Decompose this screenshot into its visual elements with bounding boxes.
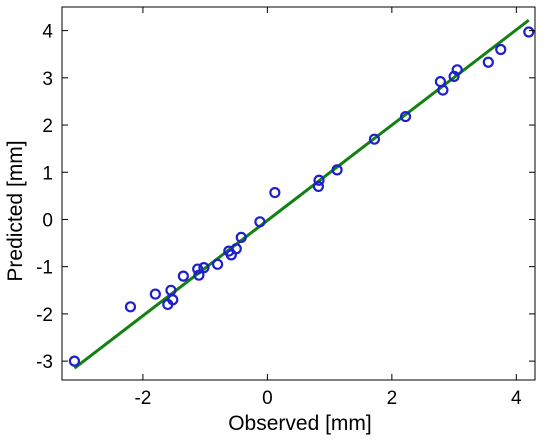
data-point bbox=[177, 270, 189, 282]
data-point bbox=[523, 26, 535, 38]
y-tick-label: 3 bbox=[42, 69, 53, 90]
data-point bbox=[198, 262, 210, 274]
y-axis-label: Predicted [mm] bbox=[4, 140, 27, 281]
x-tick-label: 0 bbox=[262, 388, 273, 409]
y-tick-label: -2 bbox=[36, 305, 53, 326]
data-point bbox=[211, 258, 224, 270]
data-point bbox=[437, 84, 449, 96]
data-point bbox=[192, 263, 204, 275]
fit-line bbox=[73, 19, 530, 370]
plot-area bbox=[68, 19, 535, 370]
y-tick-label: 1 bbox=[42, 163, 53, 184]
data-point bbox=[235, 231, 247, 244]
y-tick-label: 4 bbox=[42, 22, 53, 43]
axes-frame bbox=[61, 6, 536, 381]
x-axis-label: Observed [mm] bbox=[228, 412, 372, 435]
data-point bbox=[269, 186, 281, 199]
data-point bbox=[254, 216, 266, 228]
data-point bbox=[482, 56, 494, 68]
y-tick-label: -1 bbox=[36, 258, 53, 279]
y-tick-label: -3 bbox=[36, 352, 53, 373]
y-tick-label: 0 bbox=[42, 210, 53, 231]
data-point bbox=[368, 133, 381, 145]
data-point bbox=[399, 110, 412, 123]
data-point bbox=[313, 174, 325, 186]
y-tick-label: 2 bbox=[42, 116, 53, 137]
data-point bbox=[331, 164, 343, 176]
data-point bbox=[451, 64, 463, 76]
x-tick-label: -2 bbox=[134, 388, 151, 409]
data-point bbox=[230, 243, 242, 255]
data-point bbox=[193, 269, 205, 281]
x-tick-label: 2 bbox=[387, 388, 398, 409]
data-point bbox=[495, 43, 507, 56]
axes: -2 0 2 4 -3 -2 -1 0 1 2 3 4 bbox=[36, 6, 536, 409]
data-point bbox=[68, 355, 81, 367]
data-point bbox=[149, 288, 161, 300]
data-point bbox=[124, 301, 137, 313]
x-tick-label: 4 bbox=[511, 388, 522, 409]
data-point bbox=[167, 294, 179, 306]
data-point bbox=[312, 180, 325, 193]
